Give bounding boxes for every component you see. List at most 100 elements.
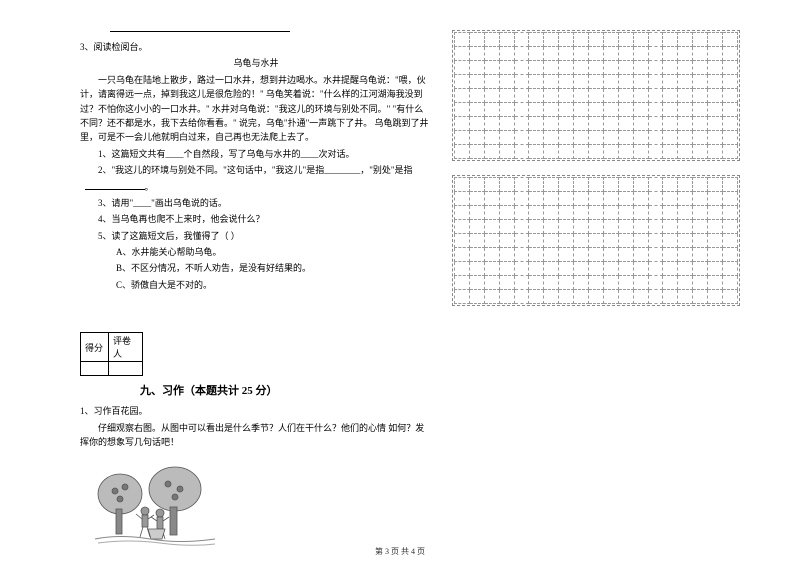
grid-cell [574, 47, 589, 61]
grid-cell [723, 178, 738, 192]
grid-cell [455, 276, 470, 290]
grid-cell [693, 262, 708, 276]
grid-cell [559, 75, 574, 89]
grid-cell [469, 220, 484, 234]
grid-cell [574, 276, 589, 290]
grid-cell [648, 75, 663, 89]
grid-cell [648, 47, 663, 61]
grid-cell [633, 61, 648, 75]
grid-cell [708, 145, 723, 159]
grid-cell [559, 117, 574, 131]
grid-cell [499, 145, 514, 159]
grid-cell [648, 33, 663, 47]
grid-cell [663, 117, 678, 131]
grid-cell [618, 47, 633, 61]
grid-cell [633, 89, 648, 103]
grid-cell [559, 248, 574, 262]
grid-cell [514, 131, 529, 145]
grid-cell [708, 103, 723, 117]
grid-cell [678, 206, 693, 220]
grid-cell [514, 220, 529, 234]
grid-cell [678, 262, 693, 276]
grid-cell [663, 276, 678, 290]
grid-cell [544, 276, 559, 290]
grid-cell [589, 234, 604, 248]
grid-cell [469, 47, 484, 61]
grid-cell [574, 117, 589, 131]
grid-cell [618, 178, 633, 192]
grid-cell [708, 206, 723, 220]
grid-cell [484, 103, 499, 117]
grid-cell [455, 75, 470, 89]
grid-cell [544, 103, 559, 117]
grid-cell [484, 234, 499, 248]
grid-cell [514, 276, 529, 290]
grid-cell [455, 145, 470, 159]
grid-cell [603, 276, 618, 290]
grid-cell [723, 75, 738, 89]
grid-cell [663, 47, 678, 61]
grid-cell [559, 192, 574, 206]
grid-cell [589, 145, 604, 159]
page-footer: 第 3 页 共 4 页 [0, 546, 800, 557]
grid-cell [544, 234, 559, 248]
grid-cell [693, 103, 708, 117]
grid-cell [708, 262, 723, 276]
grid-cell [589, 290, 604, 304]
grid-cell [603, 178, 618, 192]
grid-cell [514, 117, 529, 131]
grid-cell [559, 103, 574, 117]
grid-cell [469, 290, 484, 304]
grid-cell [708, 248, 723, 262]
grid-cell [708, 192, 723, 206]
grid-cell [618, 131, 633, 145]
grid-cell [529, 131, 544, 145]
grid-cell [648, 276, 663, 290]
grid-cell [514, 206, 529, 220]
grid-cell [618, 276, 633, 290]
grid-cell [455, 248, 470, 262]
grid-cell [678, 234, 693, 248]
score-cell-2 [109, 362, 143, 376]
grid-cell [603, 206, 618, 220]
grid-cell [469, 103, 484, 117]
grid-cell [678, 117, 693, 131]
grid-cell [574, 131, 589, 145]
grid-cell [544, 206, 559, 220]
grid-cell [723, 248, 738, 262]
writing-grid-1 [452, 30, 740, 161]
grid-cell [559, 131, 574, 145]
grid-cell [618, 262, 633, 276]
grid-cell [618, 75, 633, 89]
score-header-1: 得分 [81, 333, 109, 362]
grid-cell [455, 103, 470, 117]
grid-cell [678, 192, 693, 206]
grid-cell [455, 178, 470, 192]
grid-cell [589, 206, 604, 220]
subq-3: 3、请用"____"画出乌龟说的话。 [98, 196, 432, 210]
grid-cell [529, 248, 544, 262]
grid-cell [648, 131, 663, 145]
grid-cell [529, 192, 544, 206]
story-body: 一只乌龟在陆地上散步，路过一口水井，想到井边喝水。水井提醒乌龟说："喂，伙计，请… [80, 73, 432, 145]
story-title: 乌龟与水井 [80, 56, 432, 70]
grid-cell [469, 192, 484, 206]
grid-cell [708, 89, 723, 103]
grid-cell [589, 75, 604, 89]
grid-cell [469, 61, 484, 75]
grid-cell [723, 103, 738, 117]
grid-cell [648, 117, 663, 131]
grid-cell [723, 89, 738, 103]
grid-cell [603, 234, 618, 248]
grid-cell [693, 206, 708, 220]
question-3-label: 3、阅读检阅台。 [80, 40, 432, 54]
grid-cell [469, 276, 484, 290]
grid-cell [648, 248, 663, 262]
grid-cell [574, 290, 589, 304]
grid-cell [529, 276, 544, 290]
grid-cell [529, 61, 544, 75]
grid-cell [499, 178, 514, 192]
grid-cell [514, 47, 529, 61]
grid-cell [633, 75, 648, 89]
grid-cell [499, 131, 514, 145]
